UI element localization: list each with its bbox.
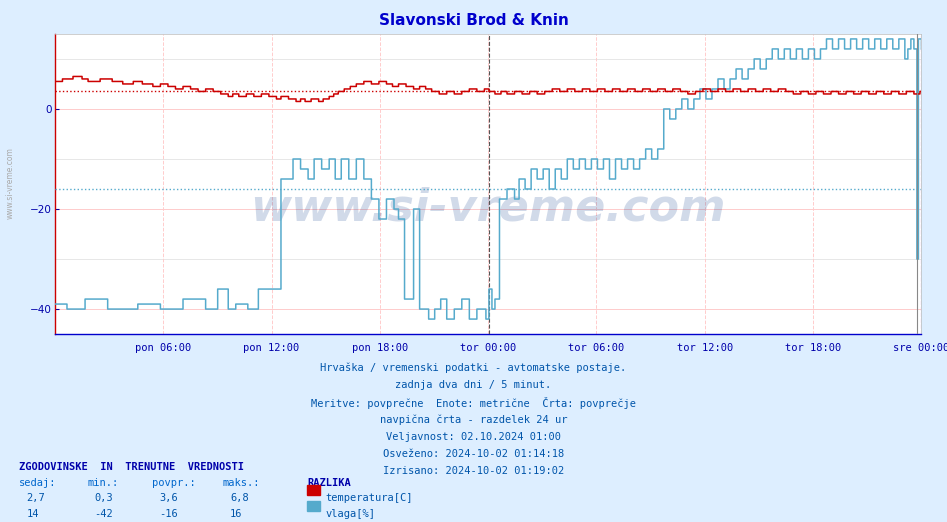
- Text: sedaj:: sedaj:: [19, 478, 57, 488]
- Text: RAZLIKA: RAZLIKA: [308, 478, 351, 488]
- Text: pon 06:00: pon 06:00: [135, 343, 191, 353]
- Text: zadnja dva dni / 5 minut.: zadnja dva dni / 5 minut.: [396, 380, 551, 390]
- Text: ZGODOVINSKE  IN  TRENUTNE  VREDNOSTI: ZGODOVINSKE IN TRENUTNE VREDNOSTI: [19, 462, 244, 472]
- Text: Hrvaška / vremenski podatki - avtomatske postaje.: Hrvaška / vremenski podatki - avtomatske…: [320, 363, 627, 373]
- Text: Osveženo: 2024-10-02 01:14:18: Osveženo: 2024-10-02 01:14:18: [383, 449, 564, 459]
- Text: 16: 16: [230, 509, 242, 519]
- Text: 2,7: 2,7: [27, 493, 45, 503]
- Text: maks.:: maks.:: [223, 478, 260, 488]
- Text: Veljavnost: 02.10.2024 01:00: Veljavnost: 02.10.2024 01:00: [386, 432, 561, 442]
- Text: min.:: min.:: [87, 478, 118, 488]
- Text: tor 06:00: tor 06:00: [568, 343, 625, 353]
- Text: povpr.:: povpr.:: [152, 478, 195, 488]
- Text: 14: 14: [27, 509, 39, 519]
- Text: Meritve: povprečne  Enote: metrične  Črta: povprečje: Meritve: povprečne Enote: metrične Črta:…: [311, 397, 636, 409]
- Text: Slavonski Brod & Knin: Slavonski Brod & Knin: [379, 13, 568, 28]
- Text: www.si-vreme.com: www.si-vreme.com: [6, 147, 15, 219]
- Text: vlaga[%]: vlaga[%]: [326, 509, 376, 519]
- Text: Izrisano: 2024-10-02 01:19:02: Izrisano: 2024-10-02 01:19:02: [383, 466, 564, 476]
- Text: pon 18:00: pon 18:00: [351, 343, 408, 353]
- Text: -42: -42: [95, 509, 114, 519]
- Text: www.si-vreme.com: www.si-vreme.com: [250, 186, 726, 230]
- Text: temperatura[C]: temperatura[C]: [326, 493, 413, 503]
- Text: 3,6: 3,6: [159, 493, 178, 503]
- Text: tor 12:00: tor 12:00: [677, 343, 733, 353]
- Text: pon 12:00: pon 12:00: [243, 343, 299, 353]
- Text: 6,8: 6,8: [230, 493, 249, 503]
- Text: tor 00:00: tor 00:00: [460, 343, 516, 353]
- Text: navpična črta - razdelek 24 ur: navpična črta - razdelek 24 ur: [380, 414, 567, 425]
- Text: 0,3: 0,3: [95, 493, 114, 503]
- Text: sre 00:00: sre 00:00: [893, 343, 947, 353]
- Text: tor 18:00: tor 18:00: [785, 343, 841, 353]
- Text: -16: -16: [159, 509, 178, 519]
